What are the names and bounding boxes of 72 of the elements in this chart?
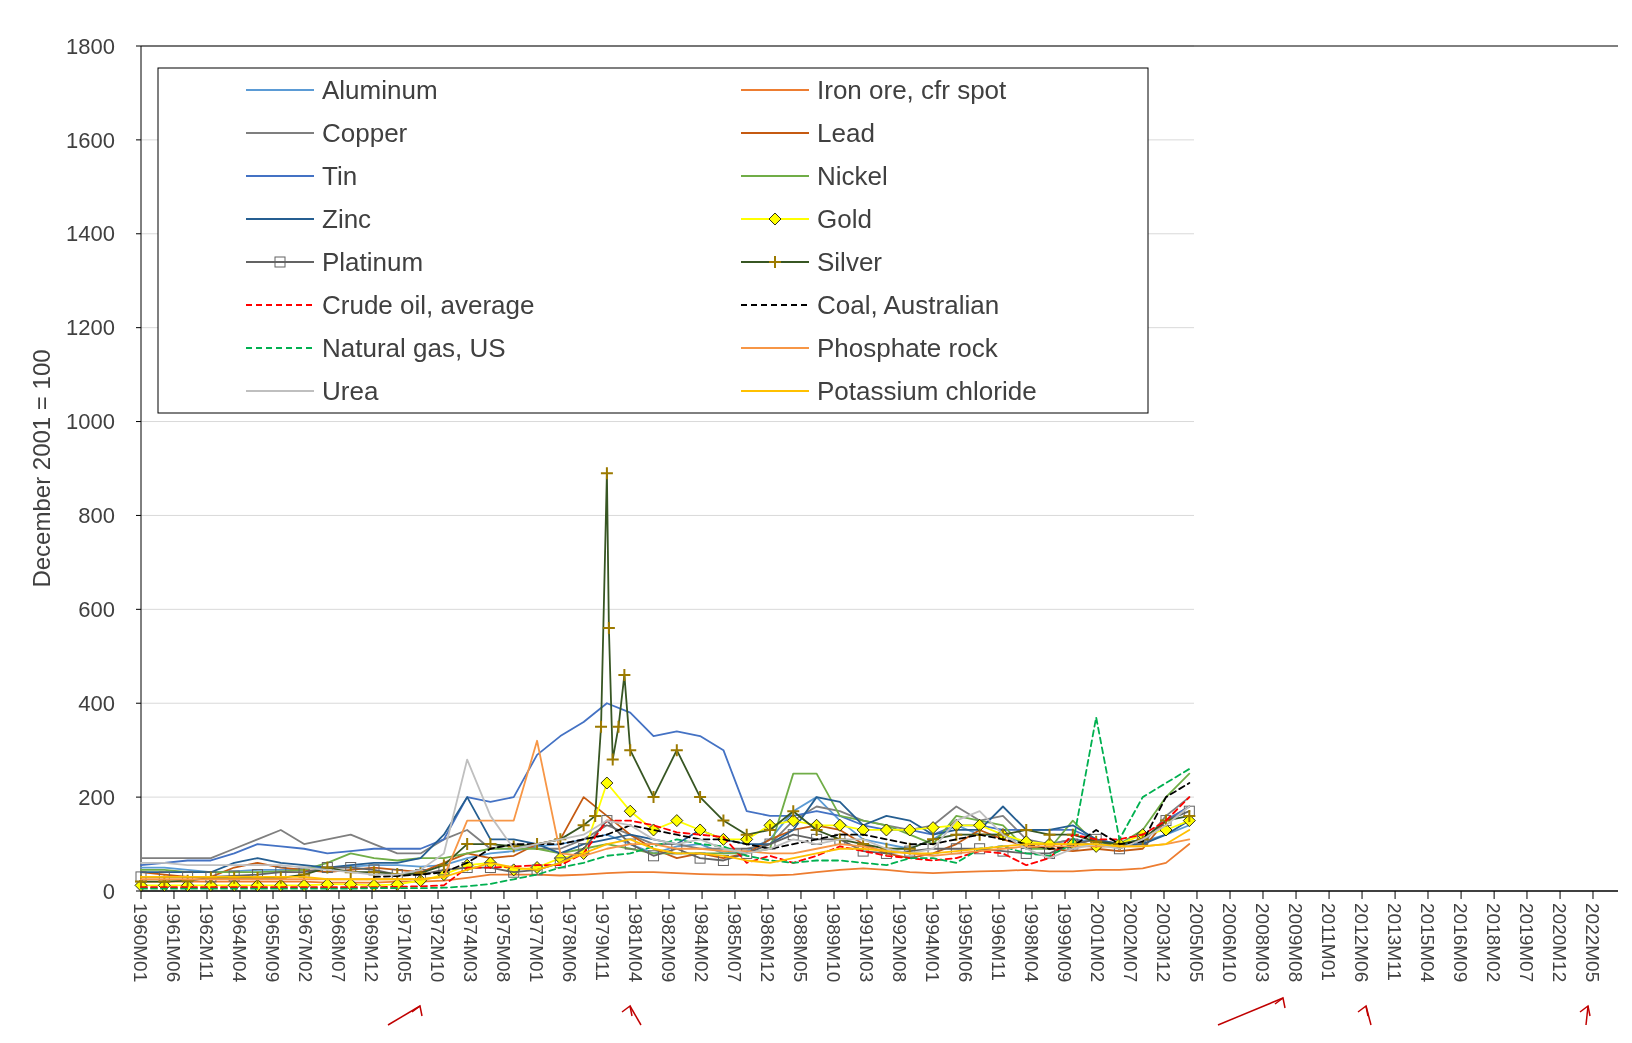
legend-label: Copper bbox=[322, 118, 408, 149]
x-tick-label: 1972M10 bbox=[427, 903, 449, 983]
x-tick-label: 1992M08 bbox=[889, 903, 911, 983]
y-tick-label: 400 bbox=[78, 690, 115, 716]
x-tick-label: 2022M05 bbox=[1582, 903, 1604, 983]
x-tick-label: 1975M08 bbox=[493, 903, 515, 983]
legend-label: Tin bbox=[322, 161, 358, 192]
x-tick-label: 1977M01 bbox=[526, 903, 548, 983]
legend-label: Iron ore, cfr spot bbox=[817, 75, 1008, 106]
legend-label: Silver bbox=[817, 247, 883, 278]
legend-label: Zinc bbox=[322, 204, 372, 235]
x-tick-label: 1978M06 bbox=[559, 903, 581, 983]
x-tick-label: 2020M12 bbox=[1549, 903, 1571, 983]
x-tick-label: 1979M11 bbox=[592, 903, 614, 981]
x-tick-label: 2003M12 bbox=[1153, 903, 1175, 983]
y-tick-label: 200 bbox=[78, 784, 115, 810]
y-tick-label: 800 bbox=[78, 503, 115, 529]
x-tick-label: 2013M11 bbox=[1384, 903, 1406, 981]
legend-label: Lead bbox=[817, 118, 875, 149]
x-tick-label: 2009M08 bbox=[1285, 903, 1307, 983]
legend-label: Phosphate rock bbox=[817, 333, 999, 364]
legend-label: Crude oil, average bbox=[322, 290, 535, 321]
legend-label: Urea bbox=[322, 376, 379, 407]
legend-label: Potassium chloride bbox=[817, 376, 1037, 407]
x-tick-label: 2019M07 bbox=[1516, 903, 1538, 983]
x-tick-label: 1968M07 bbox=[328, 903, 350, 983]
x-tick-label: 2005M05 bbox=[1186, 903, 1208, 983]
legend-label: Gold bbox=[817, 204, 872, 235]
x-tick-label: 1965M09 bbox=[262, 903, 284, 983]
x-tick-label: 1986M12 bbox=[757, 903, 779, 983]
x-tick-label: 1964M04 bbox=[229, 903, 251, 983]
x-tick-label: 1996M11 bbox=[988, 903, 1010, 981]
x-tick-label: 1969M12 bbox=[361, 903, 383, 983]
x-tick-label: 2012M06 bbox=[1351, 903, 1373, 983]
x-tick-label: 1984M02 bbox=[691, 903, 713, 983]
legend-label: Aluminum bbox=[322, 75, 438, 106]
x-tick-label: 2018M02 bbox=[1483, 903, 1505, 983]
y-tick-label: 1600 bbox=[66, 127, 115, 153]
x-tick-label: 2015M04 bbox=[1417, 903, 1439, 983]
x-tick-label: 2001M02 bbox=[1087, 903, 1109, 983]
x-tick-label: 1981M04 bbox=[625, 903, 647, 983]
x-tick-label: 1974M03 bbox=[460, 903, 482, 983]
x-tick-label: 1989M10 bbox=[823, 903, 845, 983]
legend-label: Nickel bbox=[817, 161, 888, 192]
x-tick-label: 1995M06 bbox=[955, 903, 977, 983]
x-tick-label: 2008M03 bbox=[1252, 903, 1274, 983]
legend-label: Coal, Australian bbox=[817, 290, 1000, 321]
x-tick-label: 1998M04 bbox=[1021, 903, 1043, 983]
y-tick-label: 0 bbox=[102, 878, 115, 904]
x-tick-label: 2016M09 bbox=[1450, 903, 1472, 983]
x-tick-label: 1988M05 bbox=[790, 903, 812, 983]
y-tick-label: 1000 bbox=[66, 409, 115, 435]
x-tick-label: 1999M09 bbox=[1054, 903, 1076, 983]
x-tick-label: 1991M03 bbox=[856, 903, 878, 983]
legend-label: Platinum bbox=[322, 247, 424, 278]
legend-label: Natural gas, US bbox=[322, 333, 506, 364]
y-tick-label: 1200 bbox=[66, 315, 115, 341]
x-tick-label: 2002M07 bbox=[1120, 903, 1142, 983]
x-tick-label: 1994M01 bbox=[922, 903, 944, 983]
x-tick-label: 1982M09 bbox=[658, 903, 680, 983]
x-tick-label: 1960M01 bbox=[130, 903, 152, 983]
x-tick-label: 2011M01 bbox=[1318, 903, 1340, 981]
x-tick-label: 1967M02 bbox=[295, 903, 317, 983]
x-tick-label: 2006M10 bbox=[1219, 903, 1241, 983]
y-tick-label: 1800 bbox=[66, 33, 115, 59]
x-tick-label: 1985M07 bbox=[724, 903, 746, 983]
x-tick-label: 1962M11 bbox=[196, 903, 218, 981]
y-axis-title: December 2001 = 100 bbox=[28, 349, 55, 588]
y-tick-label: 1400 bbox=[66, 221, 115, 247]
x-tick-label: 1971M05 bbox=[394, 903, 416, 983]
y-tick-label: 600 bbox=[78, 597, 115, 623]
x-tick-label: 1961M06 bbox=[163, 903, 185, 983]
